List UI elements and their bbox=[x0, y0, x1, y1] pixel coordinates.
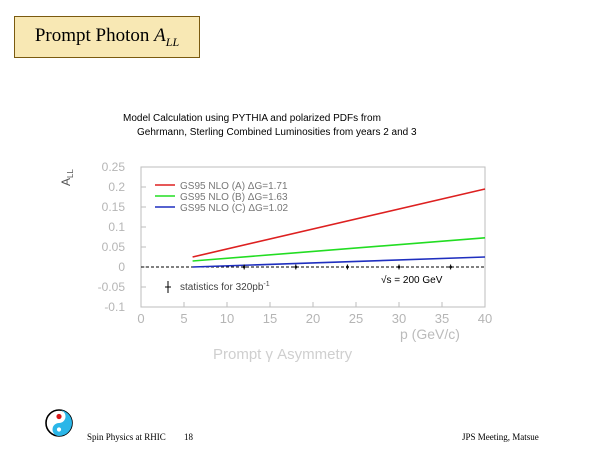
slide-title-main: Prompt Photon bbox=[34, 24, 150, 46]
series-lines bbox=[192, 188, 486, 268]
slide-title-box: Prompt Photon ALL bbox=[14, 16, 200, 58]
data-point bbox=[242, 265, 246, 269]
y-axis: -0.1 -0.05 0 0.05 0.1 0.15 0.2 0.25 bbox=[98, 160, 146, 314]
legend: GS95 NLO (A) ΔG=1.71 GS95 NLO (B) ΔG=1.6… bbox=[155, 181, 289, 214]
x-tick-label: 25 bbox=[349, 311, 363, 326]
y-tick-label: 0.2 bbox=[108, 180, 125, 194]
legend-label-b: GS95 NLO (B) ΔG=1.63 bbox=[180, 192, 288, 203]
x-tick-label: 20 bbox=[306, 311, 320, 326]
x-axis-label: p (GeV/c) bbox=[400, 326, 460, 342]
chart: Model Calculation using PYTHIA and polar… bbox=[59, 113, 492, 363]
stats-annotation-sup: -1 bbox=[263, 281, 269, 288]
stats-annotation-text: statistics for 320pb-1 bbox=[180, 281, 270, 293]
stats-annotation: statistics for 320pb-1 bbox=[165, 281, 270, 293]
legend-label-a: GS95 NLO (A) ΔG=1.71 bbox=[180, 181, 288, 192]
x-tick-label: 5 bbox=[180, 311, 187, 326]
y-tick-label: 0.05 bbox=[102, 240, 126, 254]
y-axis-label-main: A bbox=[59, 178, 73, 186]
x-tick-label: 35 bbox=[435, 311, 449, 326]
slide-title: Prompt Photon ALL bbox=[35, 25, 179, 50]
data-points bbox=[242, 264, 452, 270]
series-line-2 bbox=[192, 256, 486, 268]
y-tick-label: 0 bbox=[118, 260, 125, 274]
y-tick-label: -0.1 bbox=[104, 300, 125, 314]
footer-right-text: JPS Meeting, Matsue bbox=[462, 432, 539, 442]
rhic-logo-icon bbox=[45, 409, 73, 437]
data-point bbox=[346, 265, 349, 269]
y-tick-label: 0.15 bbox=[102, 200, 126, 214]
bottom-label: Prompt γ Asymmetry bbox=[213, 346, 353, 363]
y-axis-label: ALL bbox=[59, 169, 75, 186]
x-tick-label: 0 bbox=[137, 311, 144, 326]
series-line-0 bbox=[192, 188, 486, 258]
x-tick-label: 15 bbox=[263, 311, 277, 326]
data-point bbox=[449, 265, 452, 269]
x-tick-label: 10 bbox=[220, 311, 234, 326]
slide-title-var: A bbox=[154, 24, 166, 46]
chart-title-line2: Gehrmann, Sterling Combined Luminosities… bbox=[137, 127, 417, 138]
footer-page-number: 18 bbox=[184, 432, 193, 442]
x-axis: 0 5 10 15 20 25 30 35 40 bbox=[137, 302, 492, 326]
energy-annotation: √s = 200 GeV bbox=[381, 274, 443, 286]
legend-label-c: GS95 NLO (C) ΔG=1.02 bbox=[180, 203, 289, 214]
data-point bbox=[397, 265, 401, 269]
stats-annotation-label: statistics for 320pb bbox=[180, 282, 264, 293]
chart-title-line1: Model Calculation using PYTHIA and polar… bbox=[123, 113, 381, 124]
footer-left-text: Spin Physics at RHIC bbox=[87, 432, 166, 442]
x-tick-label: 40 bbox=[478, 311, 492, 326]
x-tick-label: 30 bbox=[392, 311, 406, 326]
series-line-1 bbox=[192, 237, 486, 262]
y-tick-label: -0.05 bbox=[98, 280, 126, 294]
y-axis-label-sub: LL bbox=[66, 169, 75, 178]
y-tick-label: 0.1 bbox=[108, 220, 125, 234]
y-tick-label: 0.25 bbox=[102, 160, 126, 174]
slide-title-sub: LL bbox=[165, 34, 180, 49]
data-point bbox=[294, 265, 298, 269]
